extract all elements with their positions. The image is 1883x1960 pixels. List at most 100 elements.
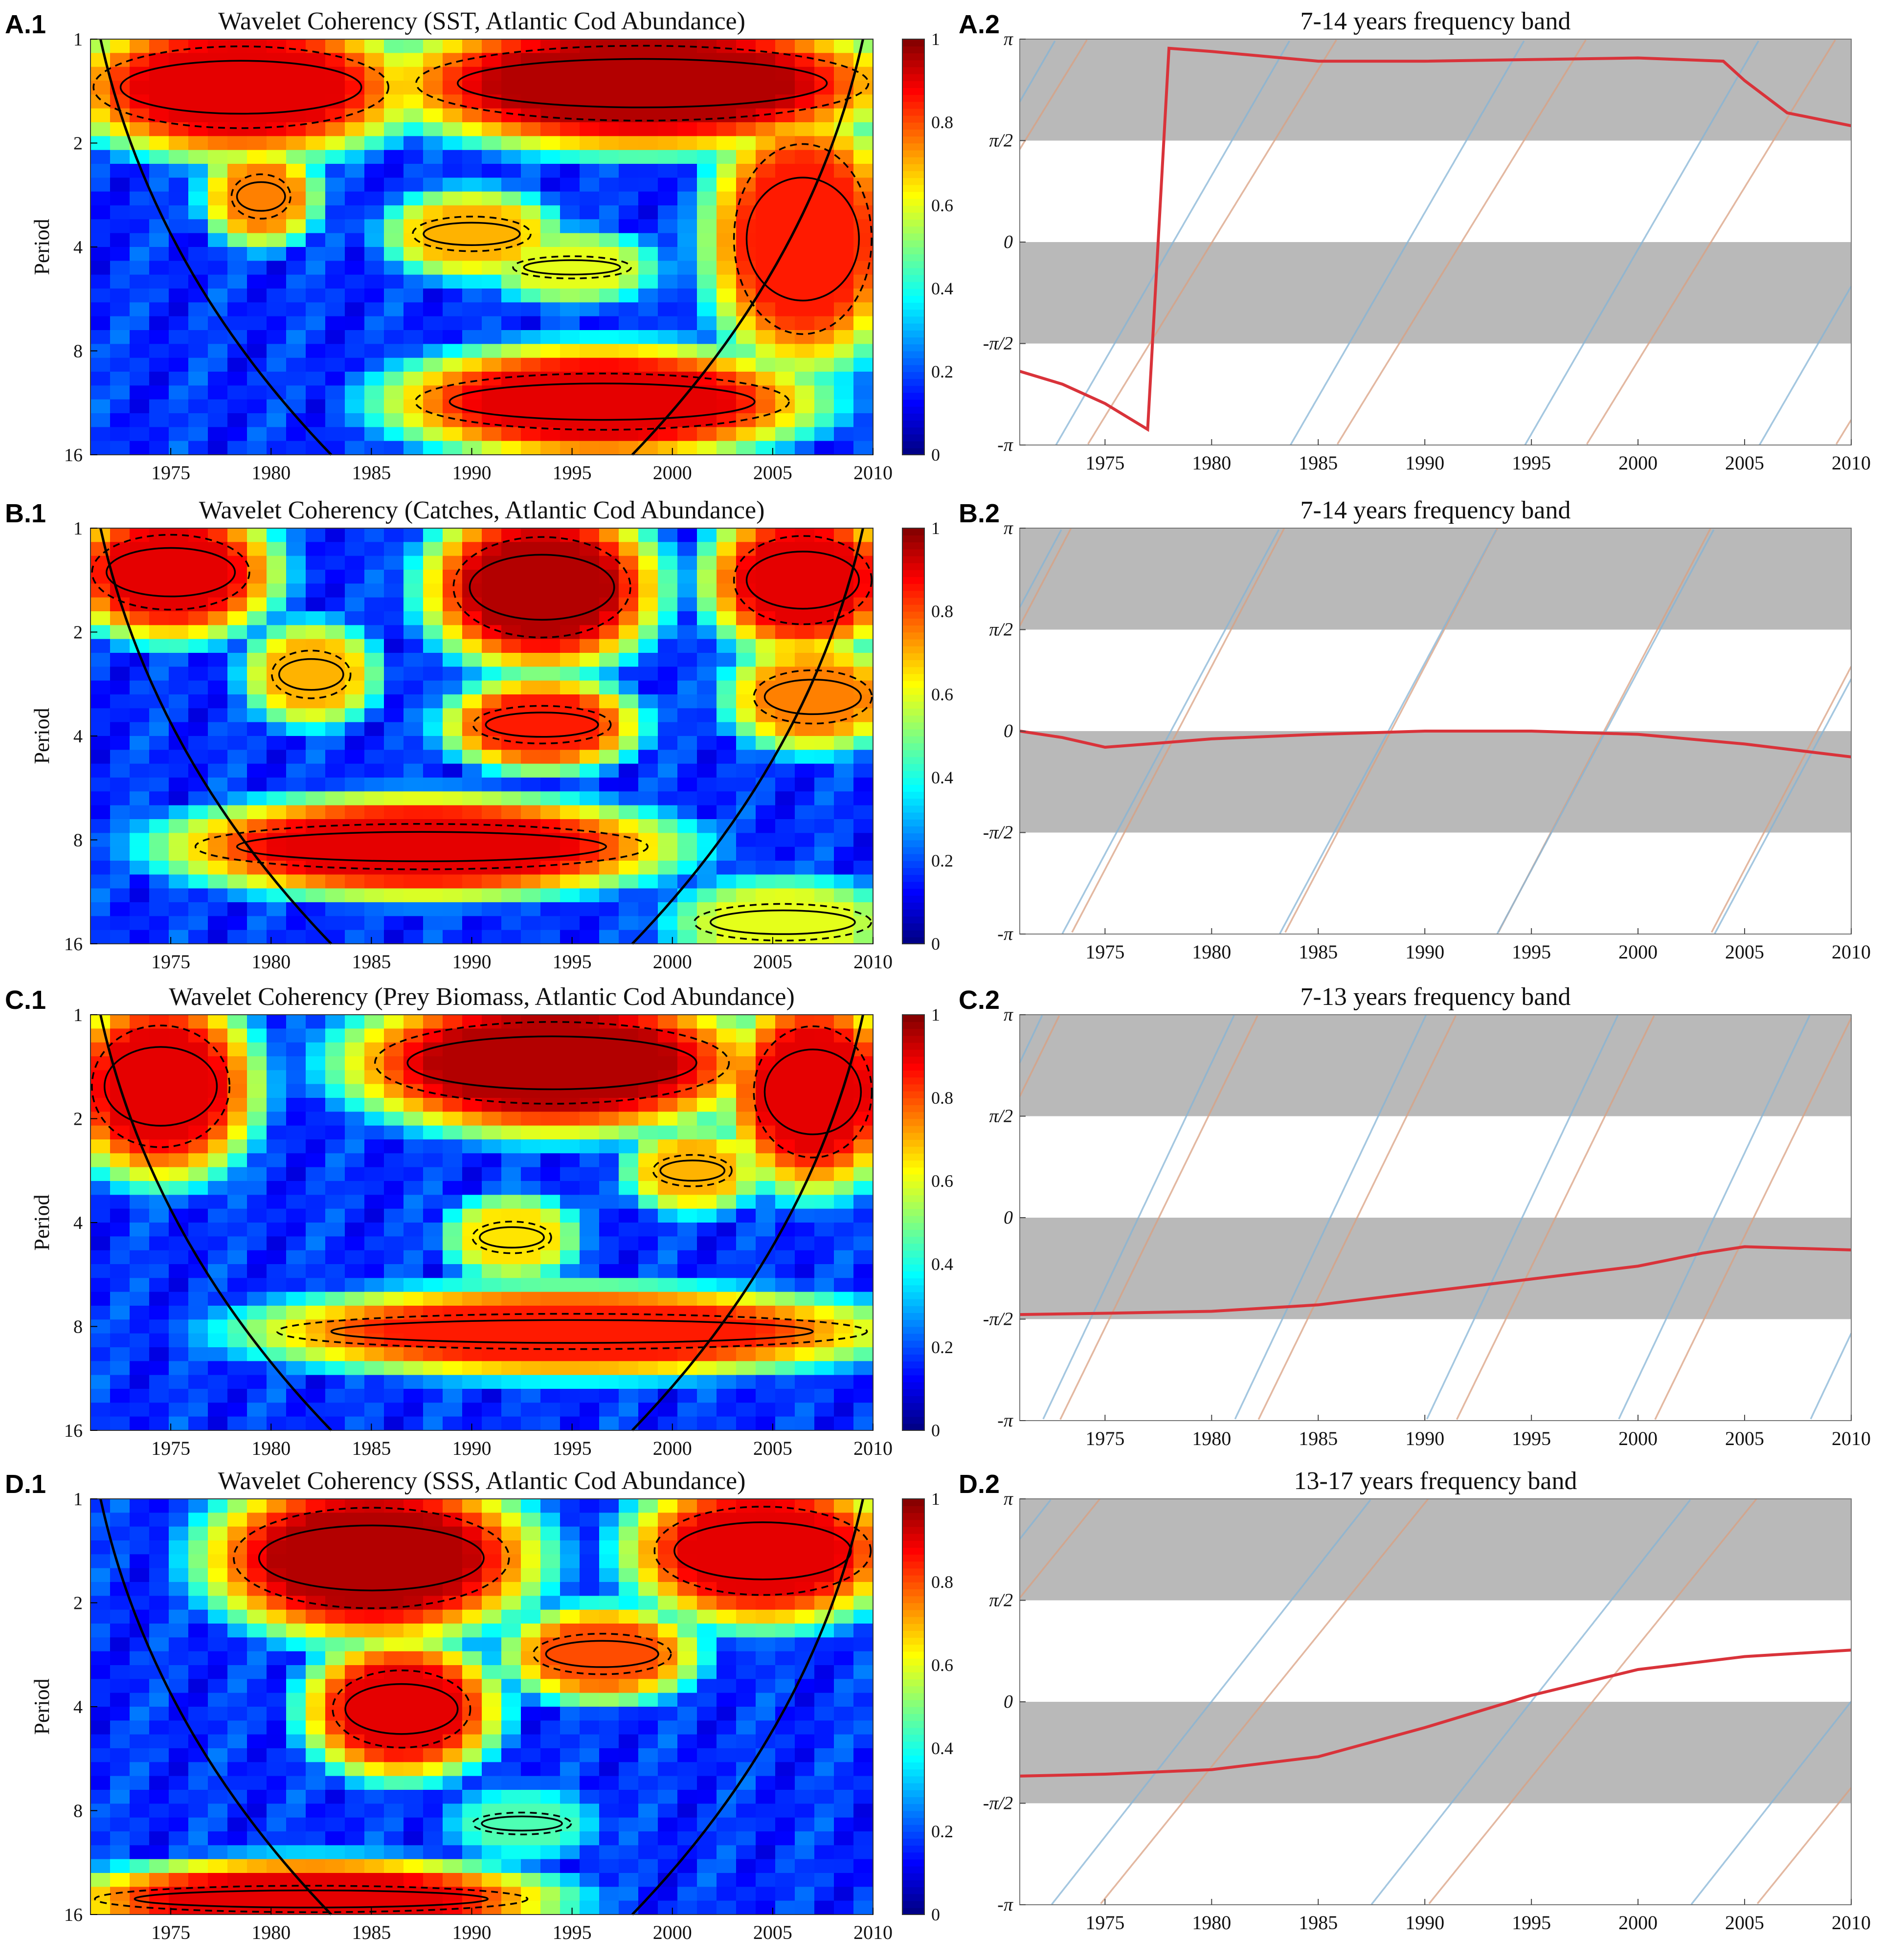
heatmap-cell [345,427,365,442]
heatmap-cell [267,1056,287,1071]
heatmap-cell [795,247,815,262]
heatmap-cell [227,1776,247,1790]
heatmap-cell [364,902,384,917]
heatmap-cell [736,611,756,626]
heatmap-cell [208,1167,228,1181]
heatmap-cell [404,1250,424,1265]
heatmap-cell [540,164,560,178]
heatmap-cell [423,1831,443,1846]
heatmap-cell [501,888,521,903]
colorbar-segment [902,295,924,303]
heatmap-cell [443,916,463,931]
heatmap-cell [814,316,834,331]
heatmap-cell [560,930,580,944]
heatmap-cell [443,778,463,792]
heatmap-cell [482,1195,502,1209]
heatmap-cell [130,1056,150,1071]
heatmap-cell [188,39,208,54]
heatmap-cell [404,1873,424,1888]
heatmap-cell [364,191,384,206]
heatmap-cell [90,1900,111,1915]
colorbar-segment [902,1340,924,1348]
significance-contour [406,1035,697,1091]
heatmap-cell [286,1236,306,1251]
heatmap-cell [697,1707,717,1721]
heatmap-cell [658,1084,678,1098]
heatmap-cell [247,1665,267,1680]
colorbar-segment [902,1035,924,1043]
heatmap-cell [110,316,130,331]
heatmap-cell [540,1720,560,1735]
heatmap-cell [717,1347,737,1362]
heatmap-cell [834,653,854,668]
heatmap-cell [697,1264,717,1279]
heatmap-cell [90,1181,111,1196]
heatmap-cell [482,778,502,792]
heatmap-cell [130,1790,150,1804]
heatmap-cell [658,372,678,386]
heatmap-cell [247,1264,267,1279]
heatmap-cell [677,736,697,751]
heatmap-cell [638,233,658,247]
heatmap-cell [404,1306,424,1320]
heatmap-cell [306,289,326,303]
heatmap-cell [306,1748,326,1763]
heatmap-cell [834,1306,854,1320]
heatmap-cell [580,916,600,931]
heatmap-cell [775,1292,795,1306]
heatmap-cell [364,1028,384,1043]
heatmap-cell [110,385,130,400]
heatmap-cell [325,1125,345,1140]
heatmap-cell [540,122,560,137]
heatmap-cell [482,1028,502,1043]
heatmap-cell [638,1375,658,1389]
heatmap-cell [482,1651,502,1666]
heatmap-cell [286,164,306,178]
heatmap-cell [345,289,365,303]
heatmap-cell [580,930,600,944]
heatmap-cell [364,53,384,67]
heatmap-cell [638,1015,658,1029]
heatmap-cell [697,1223,717,1237]
heatmap-cell [404,1900,424,1915]
heatmap-cell [423,1900,443,1915]
heatmap-cell [267,1292,287,1306]
heatmap-cell [462,805,482,820]
heatmap-cell [188,1070,208,1085]
heatmap-cell [462,1679,482,1693]
heatmap-cell [462,1347,482,1362]
heatmap-cell [325,1804,345,1818]
heatmap-cell [423,653,443,668]
heatmap-cell [188,1181,208,1196]
heatmap-cell [795,1250,815,1265]
heatmap-cell [169,1679,189,1693]
y-tick-label: 4 [73,1213,83,1233]
heatmap-cell [423,722,443,736]
heatmap-cell [384,53,404,67]
heatmap-cell [90,427,111,442]
heatmap-cell [736,861,756,875]
heatmap-cell [638,694,658,709]
heatmap-cell [736,67,756,81]
heatmap-cell [169,1790,189,1804]
heatmap-cell [482,1070,502,1085]
x-tick-label: 2005 [753,462,792,484]
heatmap-cell [286,528,306,543]
heatmap-cell [110,1665,130,1680]
heatmap-cell [130,1568,150,1582]
heatmap-cell [130,694,150,709]
heatmap-cell [521,930,541,944]
heatmap-cell [560,1900,580,1915]
colorbar-segment [902,1257,924,1265]
heatmap-cell [90,274,111,289]
heatmap-cell [227,1707,247,1721]
heatmap-cell [423,1554,443,1569]
y-tick-label: π/2 [989,620,1013,640]
heatmap-cell [580,570,600,584]
heatmap-cell [697,1015,717,1029]
colorbar-segment [902,1326,924,1334]
heatmap-cell [404,81,424,95]
heatmap-cell [423,1125,443,1140]
heatmap-cell [677,1568,697,1582]
heatmap-cell [775,1236,795,1251]
